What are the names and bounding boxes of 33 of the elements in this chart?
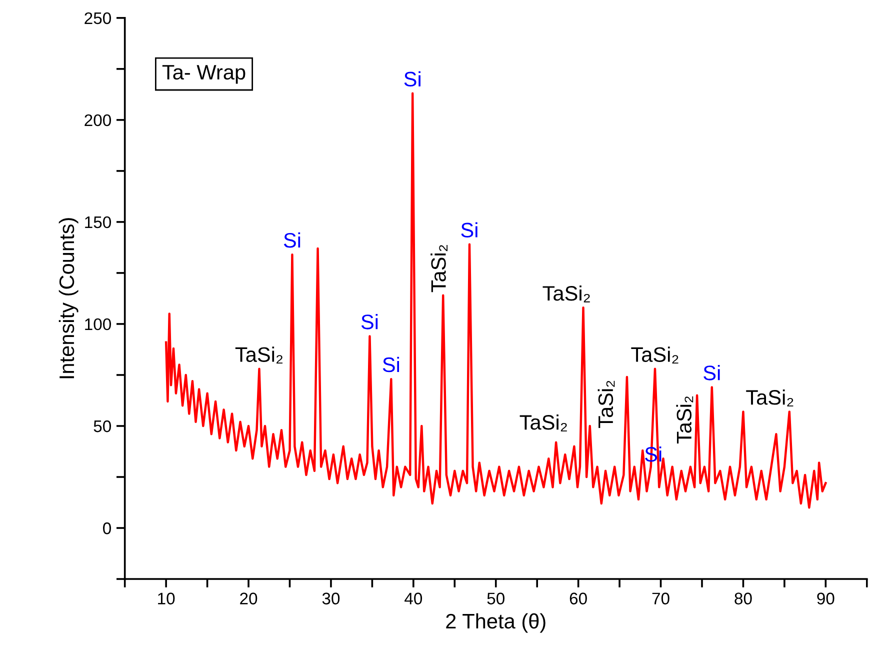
annotation: TaSi₂ xyxy=(598,380,615,428)
annotation: Si xyxy=(404,71,420,87)
annotation: TaSi₂ xyxy=(542,285,590,302)
annotation: Si xyxy=(382,356,400,372)
y-tick-label: 200 xyxy=(84,114,111,126)
annotation: TaSi₂ xyxy=(520,414,567,432)
x-tick-label: 60 xyxy=(570,592,587,604)
annotation: Ta- Wrap xyxy=(162,65,246,84)
annotation: TaSi₂ xyxy=(430,245,448,292)
x-tick-label: 80 xyxy=(734,592,752,604)
x-tick-label: 90 xyxy=(817,592,834,604)
annotation: Si xyxy=(704,365,720,380)
annotation: TaSi₂ xyxy=(676,396,694,444)
x-axis-title: 2 Theta (θ) xyxy=(446,613,546,633)
annotation: Si xyxy=(361,314,378,330)
annotation: TaSi₂ xyxy=(235,346,282,364)
x-tick-label: 20 xyxy=(240,592,258,604)
x-tick-label: 50 xyxy=(487,592,504,604)
y-tick-label: 0 xyxy=(103,522,111,534)
y-tick-label: 100 xyxy=(85,318,111,330)
annotation: TaSi₂ xyxy=(746,390,794,406)
x-tick-label: 40 xyxy=(404,592,422,604)
y-axis-title: Intensity (Counts) xyxy=(58,218,78,378)
annotation: Si xyxy=(461,222,478,238)
y-tick-label: 50 xyxy=(94,420,111,432)
y-tick-label: 150 xyxy=(85,216,111,228)
x-tick-label: 30 xyxy=(322,592,340,604)
annotation: Si xyxy=(284,232,300,248)
x-tick-label: 70 xyxy=(652,592,670,604)
annotation: TaSi₂ xyxy=(631,346,678,364)
y-tick-label: 250 xyxy=(84,12,111,24)
x-tick-label: 10 xyxy=(158,592,175,604)
line-series xyxy=(164,92,827,509)
